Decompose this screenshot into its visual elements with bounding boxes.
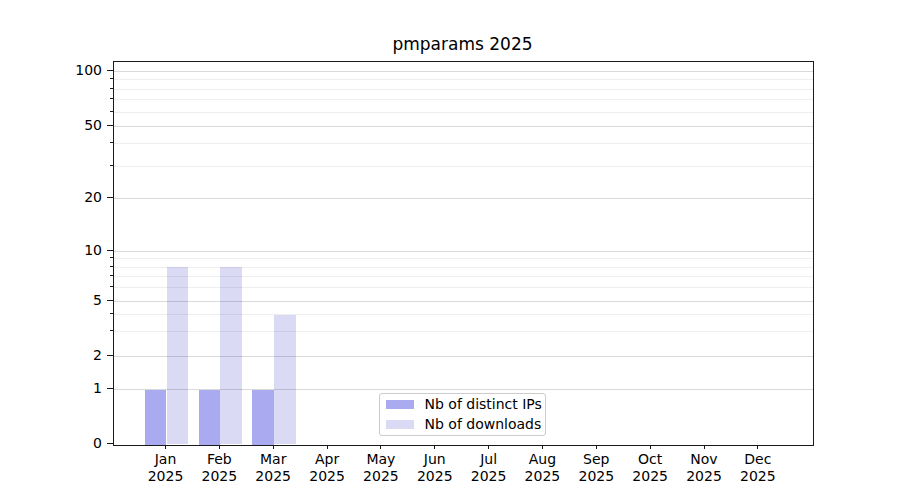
year-label: 2025 — [723, 468, 793, 485]
y-minor-tick-mark — [110, 98, 114, 99]
x-tick-mark — [165, 445, 166, 449]
grid-line-minor — [114, 267, 813, 268]
grid-line-major — [114, 251, 813, 252]
y-tick-label: 1 — [0, 380, 102, 397]
grid-line-minor — [114, 112, 813, 113]
grid-line-minor — [114, 331, 813, 332]
x-tick-mark — [434, 445, 435, 449]
y-minor-tick-mark — [110, 266, 114, 267]
x-tick-mark — [542, 445, 543, 449]
x-tick-mark — [650, 445, 651, 449]
y-tick-label: 50 — [0, 117, 102, 134]
y-tick-mark — [107, 70, 114, 71]
legend-item-distinct-ips: Nb of distinct IPs — [386, 397, 546, 412]
legend: Nb of distinct IPs Nb of downloads — [379, 393, 547, 437]
y-tick-mark — [107, 125, 114, 126]
grid-line-major — [114, 389, 813, 390]
grid-line-minor — [114, 143, 813, 144]
y-minor-tick-mark — [110, 111, 114, 112]
grid-line-minor — [114, 99, 813, 100]
chart-title: pmparams 2025 — [113, 33, 812, 55]
grid-line-major — [114, 356, 813, 357]
grid-line-major — [114, 126, 813, 127]
x-tick-mark — [380, 445, 381, 449]
grid-line-minor — [114, 166, 813, 167]
legend-item-downloads: Nb of downloads — [386, 417, 546, 432]
grid-line-minor — [114, 89, 813, 90]
x-tick-mark — [488, 445, 489, 449]
y-tick-mark — [107, 197, 114, 198]
legend-label-downloads: Nb of downloads — [425, 417, 542, 432]
y-tick-mark — [107, 443, 114, 444]
bar-downloads-mar — [274, 315, 296, 445]
x-tick-mark — [273, 445, 274, 449]
grid-line-minor — [114, 276, 813, 277]
y-minor-tick-mark — [110, 286, 114, 287]
y-minor-tick-mark — [110, 275, 114, 276]
y-tick-label: 100 — [0, 62, 102, 79]
y-minor-tick-mark — [110, 257, 114, 258]
x-tick-mark — [704, 445, 705, 449]
x-tick-label-dec: Dec2025 — [723, 451, 793, 484]
bar-distinct-ips-feb — [199, 390, 221, 445]
y-tick-mark — [107, 300, 114, 301]
month-label: Dec — [723, 451, 793, 468]
y-minor-tick-mark — [110, 142, 114, 143]
y-tick-mark — [107, 388, 114, 389]
y-minor-tick-mark — [110, 330, 114, 331]
y-minor-tick-mark — [110, 313, 114, 314]
y-tick-mark — [107, 355, 114, 356]
grid-line-minor — [114, 287, 813, 288]
y-tick-label: 20 — [0, 189, 102, 206]
legend-label-distinct-ips: Nb of distinct IPs — [425, 397, 542, 412]
x-tick-mark — [327, 445, 328, 449]
x-tick-mark — [596, 445, 597, 449]
legend-swatch-distinct-ips — [386, 400, 414, 409]
bar-distinct-ips-mar — [252, 390, 274, 445]
y-tick-label: 0 — [0, 435, 102, 452]
x-tick-mark — [219, 445, 220, 449]
grid-line-major — [114, 198, 813, 199]
grid-line-major — [114, 301, 813, 302]
x-tick-mark — [757, 445, 758, 449]
y-minor-tick-mark — [110, 165, 114, 166]
grid-line-major — [114, 71, 813, 72]
legend-swatch-downloads — [386, 420, 414, 429]
plot-area — [113, 61, 814, 446]
y-tick-mark — [107, 250, 114, 251]
grid-line-minor — [114, 314, 813, 315]
y-tick-label: 2 — [0, 347, 102, 364]
grid-line-minor — [114, 258, 813, 259]
grid-line-minor — [114, 79, 813, 80]
y-minor-tick-mark — [110, 78, 114, 79]
y-minor-tick-mark — [110, 88, 114, 89]
bar-distinct-ips-jan — [145, 390, 167, 445]
y-tick-label: 10 — [0, 242, 102, 259]
download-stats-chart: pmparams 2025 1005020105210 Jan2025Feb20… — [0, 0, 900, 500]
y-tick-label: 5 — [0, 292, 102, 309]
